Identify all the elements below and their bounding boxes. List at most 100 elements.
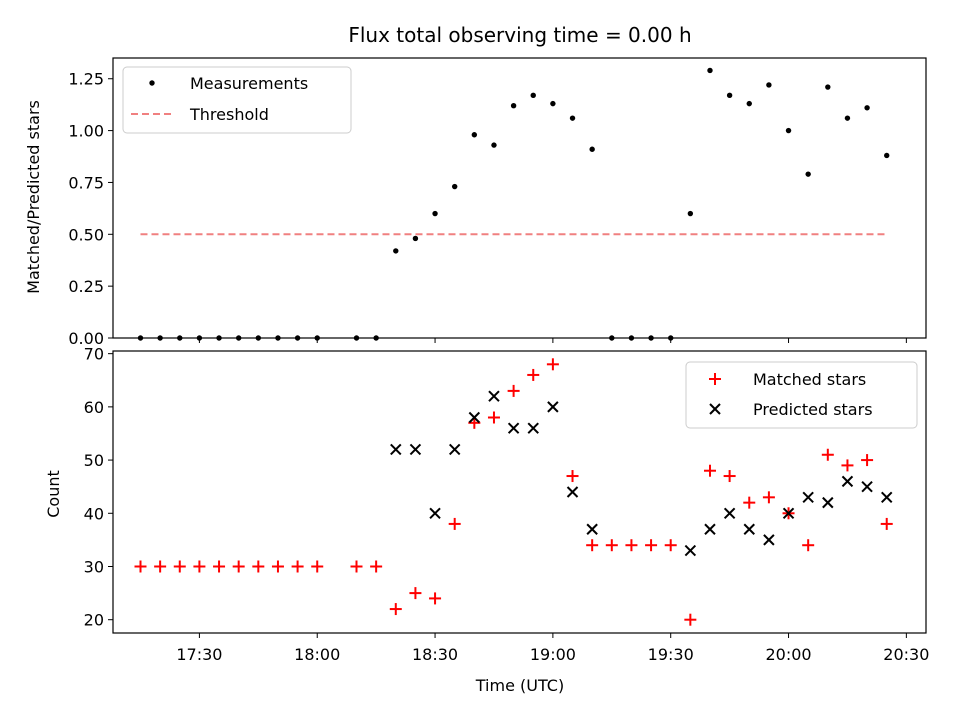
bottom-y-tick-label: 60 — [84, 398, 104, 417]
matched-star-point — [409, 587, 422, 600]
matched-star-point — [861, 454, 874, 467]
measurement-point — [766, 82, 772, 88]
top-legend: Measurements Threshold — [122, 66, 352, 134]
matched-star-point — [291, 560, 304, 573]
predicted-star-point — [841, 475, 854, 488]
top-y-tick-label: 0.75 — [68, 173, 104, 192]
predicted-star-point — [763, 534, 775, 546]
bottom-y-tick-label: 30 — [84, 557, 104, 576]
measurement-point — [884, 152, 890, 159]
matched-star-point — [370, 560, 383, 573]
measurement-point — [805, 171, 811, 177]
measurement-point — [432, 210, 438, 217]
matched-star-point — [193, 560, 206, 573]
bottom-y-tick-label: 50 — [84, 451, 104, 470]
bottom-x-tick-label: 18:30 — [412, 645, 458, 664]
matched-star-point — [134, 560, 147, 573]
measurement-point — [746, 100, 752, 107]
measurement-point — [491, 142, 497, 148]
threshold-legend-label: Threshold — [189, 105, 269, 124]
measurement-point — [550, 100, 556, 107]
measurement-point — [412, 235, 419, 242]
measurement-point — [687, 210, 694, 217]
matched-star-point — [684, 613, 697, 626]
bottom-x-tick-label: 19:00 — [530, 645, 576, 664]
bottom-y-tick-label: 40 — [84, 504, 104, 523]
matched-star-point — [429, 592, 442, 605]
top-chart-title: Flux total observing time = 0.00 h — [348, 23, 691, 47]
bottom-panel: Count Time (UTC) 20 30 40 50 60 70 17:30 18:00… — [44, 345, 929, 695]
matched-star-point — [487, 411, 500, 424]
bottom-legend-box — [685, 361, 918, 429]
measurement-point — [726, 92, 733, 99]
bottom-x-tick-label: 20:00 — [765, 645, 811, 664]
predicted-stars-legend-label: Predicted stars — [753, 400, 873, 419]
matched-star-point — [841, 459, 854, 472]
predicted-stars-series — [390, 390, 893, 557]
measurement-point — [589, 146, 595, 152]
predicted-star-point — [390, 443, 402, 456]
matched-star-point — [664, 539, 677, 552]
matched-star-point — [645, 539, 658, 552]
predicted-star-point — [723, 507, 736, 519]
matched-star-point — [252, 560, 265, 573]
matched-star-point — [154, 560, 167, 573]
predicted-star-point — [684, 544, 697, 557]
measurement-point — [844, 115, 851, 121]
predicted-stars-legend-marker — [709, 403, 721, 415]
top-plot-frame — [112, 57, 927, 339]
matched-star-point — [743, 496, 756, 509]
matched-star-point — [389, 603, 402, 616]
predicted-star-point — [822, 496, 834, 509]
measurement-point — [510, 103, 517, 109]
matched-star-point — [527, 368, 540, 381]
top-y-tick-label: 1.00 — [68, 122, 104, 141]
predicted-star-point — [448, 443, 461, 456]
predicted-star-point — [881, 491, 893, 504]
matched-stars-series — [134, 358, 893, 626]
top-y-tick-label: 1.25 — [68, 70, 104, 89]
measurements-legend-marker — [149, 80, 155, 86]
top-y-ticks: 0.00 0.25 0.50 0.75 1.00 1.25 — [68, 70, 113, 348]
matched-star-point — [507, 384, 520, 397]
matched-star-point — [605, 539, 618, 552]
matched-star-point — [723, 470, 736, 483]
bottom-plot-frame — [112, 350, 927, 634]
top-y-tick-label: 0.50 — [68, 225, 104, 244]
measurement-point — [707, 67, 713, 74]
predicted-star-point — [547, 401, 559, 413]
measurement-point — [569, 115, 576, 121]
matched-stars-legend-marker — [709, 373, 721, 385]
matched-star-point — [311, 560, 324, 573]
predicted-star-point — [743, 523, 755, 535]
measurement-point — [451, 183, 458, 190]
matched-star-point — [271, 560, 284, 573]
measurements-legend-label: Measurements — [190, 74, 308, 93]
bottom-y-tick-label: 70 — [84, 345, 104, 364]
bottom-x-tick-label: 19:30 — [648, 645, 694, 664]
top-y-tick-label: 0.00 — [68, 329, 104, 348]
measurement-point — [530, 92, 536, 99]
measurement-point — [393, 248, 399, 254]
top-y-axis-label: Matched/Predicted stars — [24, 100, 43, 294]
predicted-star-point — [429, 507, 441, 519]
matched-star-point — [213, 560, 226, 573]
bottom-y-tick-label: 20 — [84, 611, 104, 630]
predicted-star-point — [861, 480, 873, 493]
predicted-star-point — [527, 422, 539, 434]
predicted-star-point — [782, 507, 795, 519]
predicted-star-point — [468, 411, 481, 424]
measurement-point — [864, 105, 870, 111]
matched-star-point — [448, 517, 461, 530]
predicted-star-point — [409, 443, 422, 456]
predicted-star-point — [802, 491, 814, 504]
top-y-tick-label: 0.25 — [68, 277, 104, 296]
predicted-star-point — [566, 486, 579, 498]
measurement-point — [785, 127, 792, 134]
matched-star-point — [762, 491, 775, 504]
measurement-point — [471, 132, 478, 138]
predicted-star-point — [507, 422, 520, 434]
top-legend-box — [122, 66, 352, 134]
matched-star-point — [546, 358, 559, 371]
